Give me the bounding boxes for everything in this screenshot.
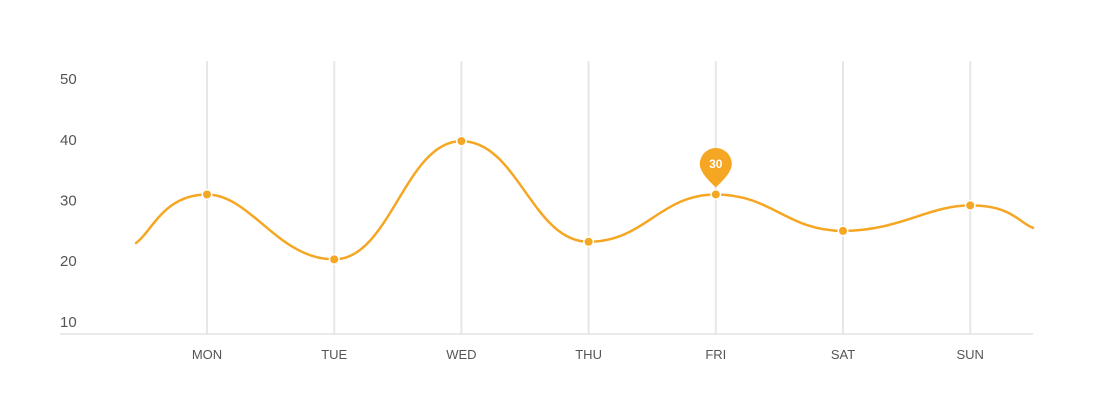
- line-layer: [134, 139, 1035, 261]
- x-tick-label-sun: SUN: [956, 347, 983, 362]
- highlight-badge: [699, 148, 732, 188]
- x-tick-label-sat: SAT: [831, 347, 855, 362]
- data-point-fri: [711, 190, 720, 199]
- x-tick-label-thu: THU: [575, 347, 602, 362]
- point-layer: [201, 135, 976, 265]
- y-tick-label-20: 20: [60, 253, 77, 270]
- x-tick-label-mon: MON: [192, 347, 222, 362]
- highlight-badge-label: 30: [709, 157, 723, 171]
- y-tick-label-10: 10: [60, 314, 77, 331]
- series-line: [134, 139, 1035, 261]
- x-tick-label-tue: TUE: [321, 347, 347, 362]
- data-point-thu: [584, 237, 593, 246]
- data-point-wed: [457, 137, 466, 146]
- axis-layer: MON TUE WED THU FRI SAT SUN 10 20 30 40 50: [60, 71, 1033, 362]
- data-point-sat: [839, 226, 847, 235]
- y-tick-label-50: 50: [60, 71, 77, 88]
- y-tick-label-30: 30: [60, 193, 77, 210]
- data-point-tue: [330, 255, 339, 264]
- data-point-mon: [203, 190, 211, 199]
- data-point-sun: [966, 201, 975, 210]
- y-tick-label-40: 40: [60, 132, 77, 149]
- grid-layer: [206, 61, 972, 334]
- x-tick-label-wed: WED: [446, 347, 476, 362]
- badge-layer: 30: [699, 148, 732, 188]
- x-tick-label-fri: FRI: [705, 347, 726, 362]
